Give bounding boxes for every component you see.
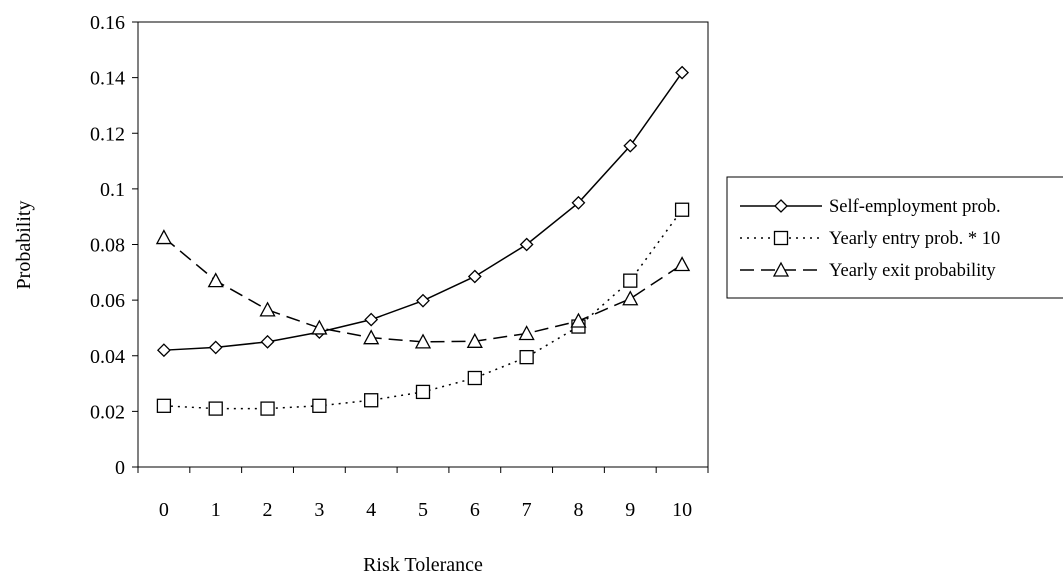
series-layer [155, 65, 691, 416]
data-point-triangle [414, 333, 432, 349]
y-tick-label: 0 [115, 457, 125, 479]
x-tick-label: 8 [573, 499, 583, 521]
data-point-triangle [363, 329, 380, 345]
data-point-diamond [156, 343, 171, 358]
data-point-diamond [416, 293, 430, 308]
data-point-square [674, 202, 690, 217]
data-point-triangle [674, 256, 691, 272]
x-tick-label: 1 [211, 499, 221, 521]
legend-marker-square [773, 230, 789, 246]
y-tick-label: 0.12 [90, 123, 125, 145]
data-point-triangle [259, 301, 276, 317]
data-point-diamond [623, 138, 638, 153]
x-axis-title: Risk Tolerance [363, 554, 483, 576]
x-tick-label: 3 [314, 499, 324, 521]
x-tick-label: 6 [470, 499, 480, 521]
y-tick-label: 0.14 [90, 68, 125, 90]
y-tick-label: 0.16 [90, 12, 125, 34]
y-axis-title: Probability [13, 201, 35, 290]
x-tick-label: 10 [672, 499, 692, 521]
data-point-square [623, 273, 638, 288]
x-axis: 0 1 2 3 4 5 6 7 8 9 10 [137, 467, 709, 521]
data-point-diamond [571, 195, 586, 210]
x-tick-label: 5 [418, 499, 428, 521]
data-point-square [519, 349, 534, 365]
data-point-triangle [570, 312, 587, 328]
data-point-triangle [466, 332, 483, 348]
data-point-triangle [622, 290, 639, 306]
data-point-triangle [311, 319, 328, 335]
x-tick-label: 7 [522, 499, 532, 521]
legend: Self-employment prob. Yearly entry prob. … [726, 176, 1063, 299]
plot-area [137, 21, 709, 468]
series-1 [156, 65, 690, 358]
legend-label: Yearly exit probability [829, 261, 996, 281]
y-tick-label: 0.06 [90, 290, 125, 312]
data-point-square [156, 398, 172, 413]
x-tick-label: 0 [159, 499, 169, 521]
data-point-square [208, 401, 223, 416]
legend-item: Self-employment prob. [740, 197, 1001, 217]
data-point-diamond [467, 269, 482, 284]
data-point-diamond [208, 340, 223, 355]
data-point-triangle [518, 325, 535, 341]
data-point-diamond [519, 237, 534, 252]
x-tick-label: 4 [366, 499, 376, 521]
data-point-square [364, 393, 379, 408]
data-point-square [415, 384, 431, 400]
data-point-square [312, 398, 327, 413]
y-tick-label: 0.08 [90, 235, 125, 257]
y-tick-label: 0.04 [90, 346, 125, 368]
series-2 [156, 202, 690, 416]
x-tick-label: 2 [263, 499, 273, 521]
legend-item: Yearly entry prob. * 10 [740, 229, 1000, 249]
y-tick-label: 0.02 [90, 401, 125, 423]
legend-label: Self-employment prob. [829, 197, 1001, 217]
x-tick-label: 9 [625, 499, 635, 521]
data-point-triangle [207, 272, 224, 288]
data-point-diamond [260, 334, 275, 349]
data-point-square [467, 370, 482, 386]
series-3 [155, 229, 691, 349]
legend-marker-triangle [772, 261, 790, 277]
legend-label: Yearly entry prob. * 10 [829, 229, 1000, 249]
data-point-triangle [155, 229, 172, 245]
data-point-diamond [675, 65, 690, 80]
legend-items: Self-employment prob. Yearly entry prob. … [740, 197, 1001, 281]
data-point-diamond [364, 312, 379, 327]
legend-item: Yearly exit probability [740, 261, 996, 281]
data-point-square [260, 401, 275, 416]
y-tick-label: 0.1 [100, 179, 125, 201]
legend-marker-diamond [774, 199, 788, 213]
y-axis: 0 0.02 0.04 0.06 0.08 0.1 0.12 0.14 0.16 [90, 12, 138, 479]
